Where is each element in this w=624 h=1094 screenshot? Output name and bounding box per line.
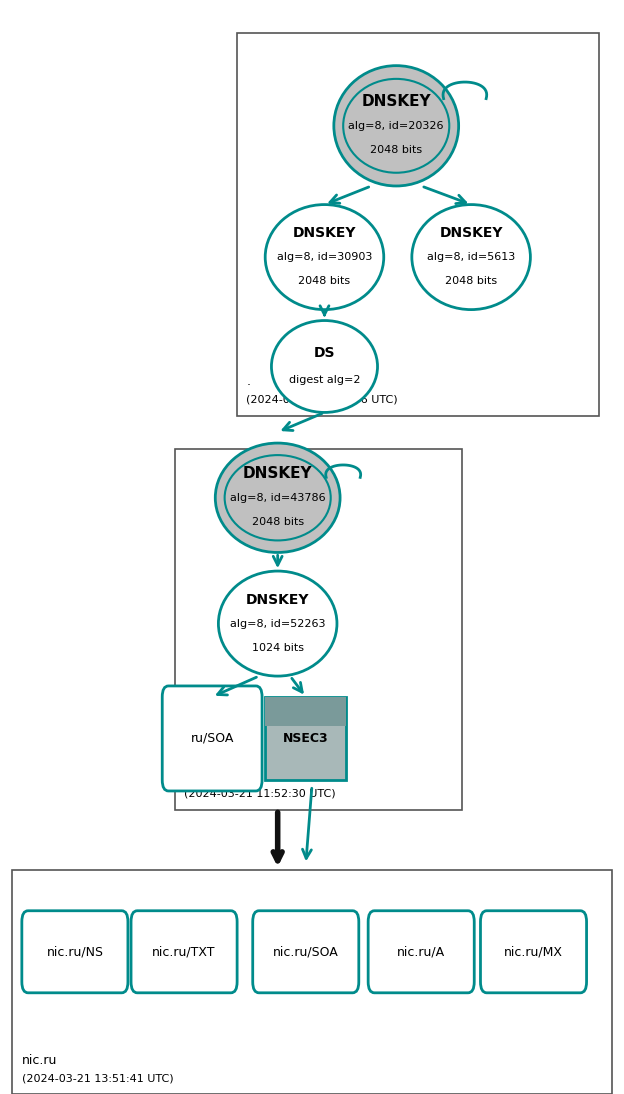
Ellipse shape — [412, 205, 530, 310]
Text: alg=8, id=20326: alg=8, id=20326 — [348, 120, 444, 131]
FancyBboxPatch shape — [162, 686, 262, 791]
Text: .: . — [246, 375, 250, 388]
Ellipse shape — [271, 321, 378, 412]
Text: DNSKEY: DNSKEY — [439, 226, 503, 240]
Text: DNSKEY: DNSKEY — [246, 593, 310, 606]
Text: DNSKEY: DNSKEY — [243, 466, 313, 481]
Text: nic.ru/TXT: nic.ru/TXT — [152, 945, 216, 958]
FancyBboxPatch shape — [480, 910, 587, 993]
Text: nic.ru: nic.ru — [22, 1054, 57, 1067]
Text: (2024-03-21 11:52:30 UTC): (2024-03-21 11:52:30 UTC) — [184, 789, 336, 799]
Text: NSEC3: NSEC3 — [283, 732, 329, 745]
FancyBboxPatch shape — [265, 697, 346, 780]
Text: (2024-03-21 13:51:41 UTC): (2024-03-21 13:51:41 UTC) — [22, 1073, 173, 1083]
FancyBboxPatch shape — [253, 910, 359, 993]
FancyBboxPatch shape — [22, 910, 128, 993]
Text: 2048 bits: 2048 bits — [251, 516, 304, 527]
Ellipse shape — [218, 571, 337, 676]
Ellipse shape — [265, 205, 384, 310]
Text: (2024-03-21 11:31:46 UTC): (2024-03-21 11:31:46 UTC) — [246, 395, 398, 405]
Text: ru: ru — [184, 769, 197, 782]
Text: 2048 bits: 2048 bits — [370, 144, 422, 155]
FancyBboxPatch shape — [265, 697, 346, 726]
Text: alg=8, id=52263: alg=8, id=52263 — [230, 618, 326, 629]
Text: nic.ru/SOA: nic.ru/SOA — [273, 945, 339, 958]
Ellipse shape — [334, 66, 459, 186]
Text: DNSKEY: DNSKEY — [293, 226, 356, 240]
Text: 1024 bits: 1024 bits — [251, 642, 304, 653]
Text: alg=8, id=5613: alg=8, id=5613 — [427, 252, 515, 263]
Ellipse shape — [215, 443, 340, 552]
Text: nic.ru/MX: nic.ru/MX — [504, 945, 563, 958]
Text: 2048 bits: 2048 bits — [298, 276, 351, 287]
Text: nic.ru/NS: nic.ru/NS — [46, 945, 104, 958]
FancyBboxPatch shape — [368, 910, 474, 993]
Text: digest alg=2: digest alg=2 — [289, 374, 360, 385]
Text: DNSKEY: DNSKEY — [361, 94, 431, 109]
Text: alg=8, id=43786: alg=8, id=43786 — [230, 492, 326, 503]
Text: alg=8, id=30903: alg=8, id=30903 — [277, 252, 372, 263]
Text: nic.ru/A: nic.ru/A — [397, 945, 446, 958]
FancyBboxPatch shape — [131, 910, 237, 993]
Text: 2048 bits: 2048 bits — [445, 276, 497, 287]
Text: ru/SOA: ru/SOA — [190, 732, 234, 745]
Text: DS: DS — [314, 347, 335, 360]
